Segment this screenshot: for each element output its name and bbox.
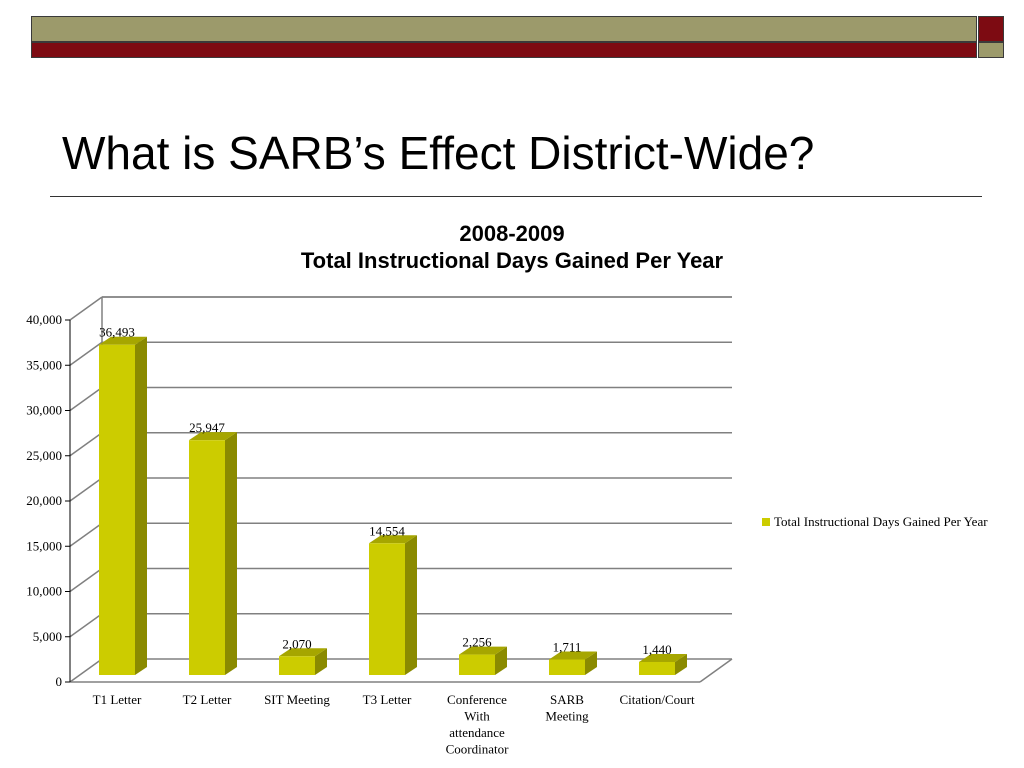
header-band-olive [31,16,977,42]
category-label: SARB Meeting [545,692,589,724]
chart-title-line-2: Total Instructional Days Gained Per Year [300,248,724,273]
bar [369,543,405,675]
data-label: 25,947 [189,420,225,435]
y-tick-label: 0 [56,674,63,689]
y-tick-label: 25,000 [26,448,62,463]
y-tick-label: 30,000 [26,403,62,418]
bar-top [639,653,687,662]
bar-top [99,336,147,345]
category-label: T1 Letter [93,692,142,707]
gridline-depth [69,567,103,593]
chart-legend: Total Instructional Days Gained Per Year [762,514,988,530]
floor-right-edge [699,658,733,683]
category-label: Citation/Court [619,692,695,707]
bar-side [405,535,417,675]
bar-side [585,651,597,675]
gridline-depth [69,432,103,457]
title-divider [50,196,982,197]
y-tick-label: 15,000 [26,538,62,553]
bar-side [225,432,237,675]
gridline-depth [69,658,103,683]
bar [639,661,675,675]
bar [549,659,585,675]
bar [189,440,225,675]
gridline-depth [69,477,103,502]
data-label: 14,554 [369,523,405,538]
bar-top [459,646,507,655]
chart-title-line-1: 2008-2009 [459,221,565,246]
y-tick-label: 20,000 [26,493,62,508]
category-label: Conference With attendance Coordinator [446,692,509,757]
header-band-maroon [31,42,977,58]
bar [279,656,315,675]
gridline-depth [69,522,103,547]
data-label: 36,493 [99,325,135,340]
bar [99,344,135,675]
gridline-depth [69,296,103,321]
bar-top [279,648,327,657]
slide-title: What is SARB’s Effect District-Wide? [62,127,815,179]
category-label: T3 Letter [363,692,412,707]
y-tick-label: 10,000 [26,584,62,599]
bar-top [189,432,237,441]
bar-side [495,646,507,675]
y-tick-label: 5,000 [33,629,62,644]
bar-side [135,336,147,675]
data-label: 2,070 [282,636,311,651]
data-label: 1,711 [553,640,582,655]
bar-side [315,648,327,675]
bar-top [549,651,597,660]
bar-side [675,653,687,675]
bar [459,654,495,675]
legend-swatch [762,518,770,526]
chart-title: 2008-2009 Total Instructional Days Gaine… [212,220,812,274]
category-label: SIT Meeting [264,692,330,707]
header-square-olive [978,42,1004,58]
y-tick-label: 35,000 [26,357,62,372]
bar-top [369,535,417,544]
legend-label: Total Instructional Days Gained Per Year [774,514,988,529]
header-square-maroon [978,16,1004,42]
gridline-depth [69,341,103,366]
gridline-depth [69,613,103,638]
data-label: 2,256 [462,635,492,650]
gridline-depth [69,386,103,412]
y-tick-label: 40,000 [26,312,62,327]
data-label: 1,440 [642,642,671,657]
category-label: T2 Letter [183,692,232,707]
